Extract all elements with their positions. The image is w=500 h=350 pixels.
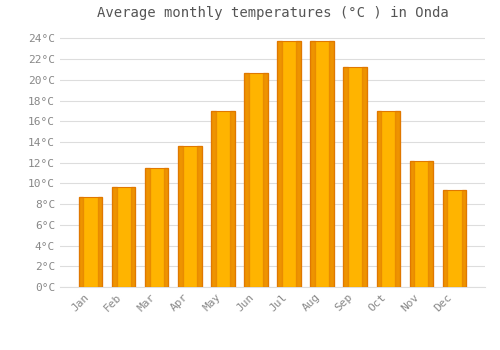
Bar (442, 190, 446, 287)
Bar (410, 161, 414, 287)
Bar (198, 146, 202, 287)
Bar (112, 187, 116, 287)
Bar (376, 111, 400, 287)
Bar (310, 41, 334, 287)
Bar (178, 146, 182, 287)
Bar (396, 111, 400, 287)
Title: Average monthly temperatures (°C ) in Onda: Average monthly temperatures (°C ) in On… (96, 6, 448, 20)
Bar (278, 41, 300, 287)
Bar (212, 111, 234, 287)
Bar (80, 197, 84, 287)
Bar (212, 111, 216, 287)
Bar (330, 41, 334, 287)
Bar (112, 187, 136, 287)
Bar (442, 190, 466, 287)
Bar (132, 187, 136, 287)
Bar (344, 67, 366, 287)
Bar (164, 168, 168, 287)
Bar (428, 161, 432, 287)
Bar (264, 72, 268, 287)
Bar (146, 168, 150, 287)
Bar (344, 67, 347, 287)
Bar (244, 72, 268, 287)
Bar (80, 197, 102, 287)
Bar (296, 41, 300, 287)
Bar (178, 146, 202, 287)
Bar (98, 197, 102, 287)
Bar (244, 72, 248, 287)
Bar (462, 190, 466, 287)
Bar (410, 161, 432, 287)
Bar (376, 111, 380, 287)
Bar (230, 111, 234, 287)
Bar (310, 41, 314, 287)
Bar (146, 168, 169, 287)
Bar (362, 67, 366, 287)
Bar (278, 41, 281, 287)
